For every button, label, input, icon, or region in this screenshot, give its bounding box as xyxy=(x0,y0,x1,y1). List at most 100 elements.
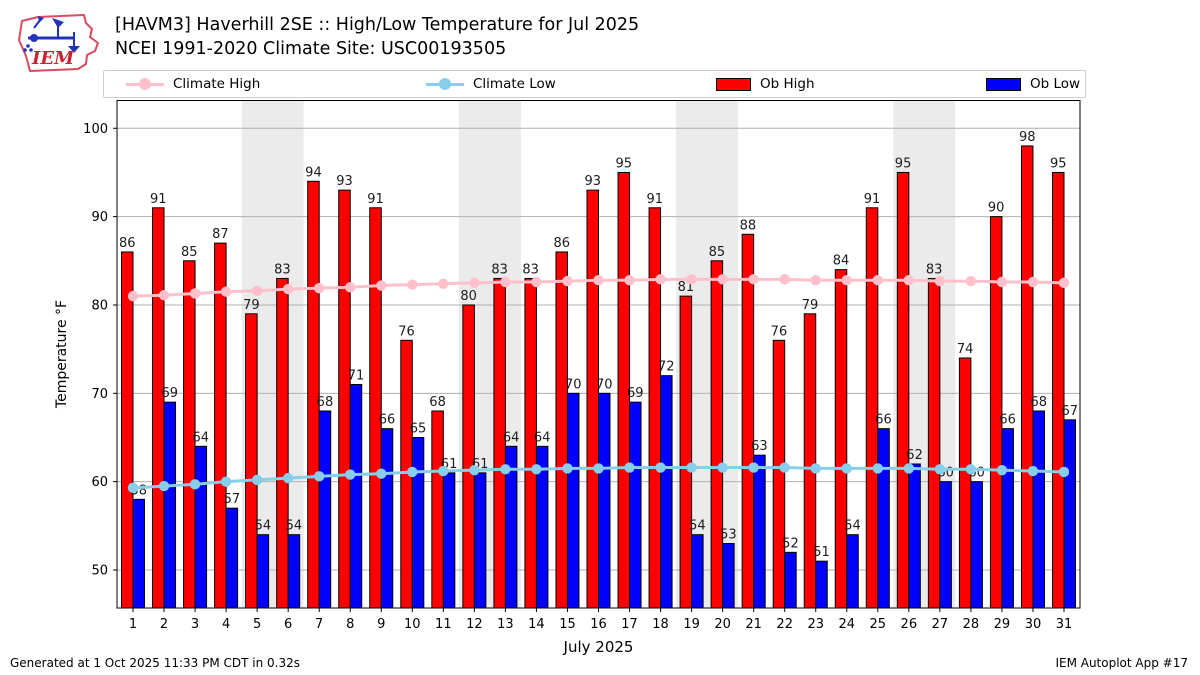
ob-low-bar xyxy=(598,392,611,609)
ob-high-bar xyxy=(710,260,724,609)
ob-low-value-label: 69 xyxy=(162,386,179,401)
ob-high-patch-marker xyxy=(716,77,751,91)
x-tick-label: 9 xyxy=(377,617,385,632)
ob-low-value-label: 54 xyxy=(844,519,861,534)
x-tick-label: 25 xyxy=(870,617,887,632)
ob-low-bar xyxy=(691,534,704,609)
ob-high-bar xyxy=(648,207,662,609)
climate-high-dot-marker xyxy=(139,78,151,90)
ob-high-value-label: 83 xyxy=(522,262,539,277)
x-tick-label: 12 xyxy=(466,617,483,632)
x-tick-label: 21 xyxy=(745,617,762,632)
ob-low-value-label: 70 xyxy=(565,377,582,392)
ob-low-bar xyxy=(660,375,673,609)
x-tick-label: 17 xyxy=(621,617,638,632)
ob-high-bar xyxy=(958,357,972,609)
ob-low-value-label: 64 xyxy=(193,430,210,445)
x-tick-label: 3 xyxy=(191,617,199,632)
ob-low-value-label: 65 xyxy=(410,421,427,436)
climate-low-marker xyxy=(717,462,728,473)
ob-high-value-label: 87 xyxy=(212,227,229,242)
climate-low-marker xyxy=(965,464,977,475)
ob-high-value-label: 86 xyxy=(119,236,136,251)
climate-low-marker xyxy=(1058,466,1070,478)
x-tick-label: 16 xyxy=(590,617,607,632)
ob-low-bar xyxy=(753,454,766,609)
climate-high-marker xyxy=(189,288,201,299)
legend-item-climate-high: Climate High xyxy=(126,71,260,97)
climate-low-marker xyxy=(500,464,511,475)
ob-low-value-label: 67 xyxy=(1061,404,1078,419)
ob-high-bar xyxy=(865,207,879,609)
climate-low-marker xyxy=(810,463,821,474)
ob-high-bar xyxy=(276,277,289,609)
climate-low-marker xyxy=(127,482,139,494)
climate-low-marker xyxy=(158,480,170,492)
x-tick-label: 29 xyxy=(994,617,1011,632)
climate-low-marker xyxy=(345,469,356,480)
climate-low-dot-marker xyxy=(439,78,451,90)
ob-low-bar xyxy=(442,472,456,609)
ob-high-value-label: 91 xyxy=(367,192,384,207)
legend-item-ob-low: Ob Low xyxy=(986,71,1080,97)
ob-low-bar xyxy=(380,428,394,609)
climate-high-marker xyxy=(810,275,821,286)
climate-high-marker xyxy=(407,279,418,290)
x-tick-label: 14 xyxy=(528,617,545,632)
ob-high-value-label: 83 xyxy=(274,262,291,277)
ob-high-value-label: 80 xyxy=(460,289,477,304)
climate-high-marker xyxy=(282,283,294,295)
x-tick-label: 13 xyxy=(497,617,514,632)
x-tick-label: 10 xyxy=(404,617,421,632)
x-axis-label: July 2025 xyxy=(563,638,634,656)
ob-low-bar xyxy=(256,534,270,609)
iowa-outline xyxy=(18,14,99,72)
climate-low-marker xyxy=(376,468,387,479)
ob-high-bar xyxy=(1020,145,1034,609)
x-tick-label: 26 xyxy=(901,617,918,632)
climate-low-marker xyxy=(282,472,294,484)
x-tick-label: 28 xyxy=(963,617,980,632)
ob-low-bar xyxy=(815,560,828,609)
y-axis-label: Temperature °F xyxy=(54,300,70,409)
climate-high-marker xyxy=(965,275,977,287)
climate-low-marker xyxy=(748,462,759,473)
ob-low-value-label: 54 xyxy=(255,519,272,534)
ob-low-bar xyxy=(722,543,735,609)
ob-low-value-label: 54 xyxy=(689,519,706,534)
climate-high-marker xyxy=(158,290,170,301)
ob-low-value-label: 66 xyxy=(379,413,396,428)
ob-low-bar xyxy=(629,401,642,609)
climate-high-marker xyxy=(872,275,883,286)
x-tick-label: 8 xyxy=(346,617,354,632)
ob-high-value-label: 85 xyxy=(709,245,726,260)
climate-high-marker xyxy=(314,282,325,294)
ob-low-bar xyxy=(194,445,208,609)
climate-high-marker xyxy=(376,280,387,291)
climate-high-marker xyxy=(469,277,480,289)
ob-high-bar xyxy=(369,207,382,609)
x-tick-label: 22 xyxy=(776,617,793,632)
climate-low-marker xyxy=(407,466,418,478)
ob-low-bar xyxy=(473,472,487,609)
ob-low-bar xyxy=(877,428,890,609)
ob-high-value-label: 98 xyxy=(1019,130,1036,145)
climate-high-marker xyxy=(531,276,542,288)
climate-low-line-marker xyxy=(426,78,464,90)
climate-low-marker xyxy=(996,464,1008,476)
x-tick-label: 30 xyxy=(1025,617,1042,632)
climate-high-marker xyxy=(438,278,449,289)
climate-high-marker xyxy=(624,275,635,286)
y-tick-label: 80 xyxy=(91,298,108,313)
x-tick-label: 11 xyxy=(435,617,452,632)
ob-high-value-label: 91 xyxy=(647,192,664,207)
ob-low-bar xyxy=(846,534,859,609)
ob-high-bar xyxy=(338,189,351,609)
climate-low-marker xyxy=(934,464,946,475)
x-tick-label: 20 xyxy=(714,617,731,632)
ob-high-value-label: 86 xyxy=(553,236,570,251)
ob-high-value-label: 90 xyxy=(988,201,1005,216)
iem-logo: IEM xyxy=(18,14,99,72)
ob-high-value-label: 84 xyxy=(833,254,850,269)
ob-high-value-label: 79 xyxy=(243,298,260,313)
